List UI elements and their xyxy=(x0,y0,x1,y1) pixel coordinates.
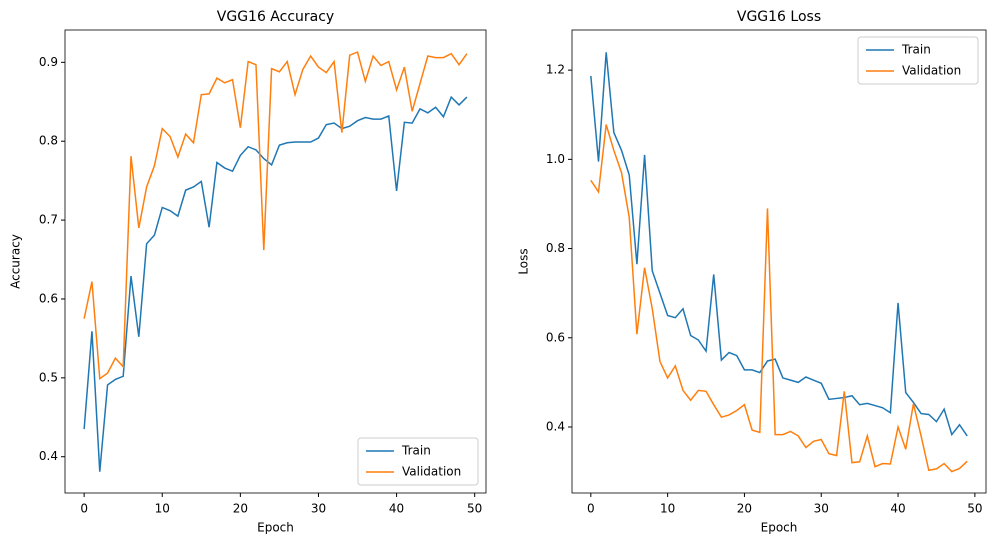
x-axis-label: Epoch xyxy=(761,521,798,535)
x-axis-label: Epoch xyxy=(257,521,294,535)
legend-label: Validation xyxy=(902,64,961,78)
legend: Train Validation xyxy=(857,36,979,85)
series-line xyxy=(590,52,968,437)
legend-label: Train xyxy=(901,43,931,57)
y-tick-label: 0.9 xyxy=(39,55,58,69)
legend-box xyxy=(357,437,479,486)
y-tick-label: 0.5 xyxy=(39,370,58,384)
chart-title: VGG16 Accuracy xyxy=(217,9,334,25)
y-tick-label: 0.6 xyxy=(546,330,565,344)
y-tick-label: 0.7 xyxy=(39,213,58,227)
x-tick-label: 40 xyxy=(890,502,905,516)
y-tick-label: 1.0 xyxy=(546,152,565,166)
y-axis-label: Loss xyxy=(517,248,531,274)
x-tick-label: 20 xyxy=(737,502,752,516)
x-tick-label: 50 xyxy=(967,502,982,516)
x-tick-label: 0 xyxy=(587,502,595,516)
x-tick-label: 10 xyxy=(155,502,170,516)
legend-label: Validation xyxy=(402,465,461,479)
x-tick-label: 40 xyxy=(389,502,404,516)
x-tick-label: 30 xyxy=(814,502,829,516)
axes-frame xyxy=(64,29,487,494)
y-tick-label: 0.4 xyxy=(546,419,565,433)
y-tick-label: 0.8 xyxy=(39,134,58,148)
y-axis-label: Accuracy xyxy=(9,234,23,289)
x-tick-label: 10 xyxy=(660,502,675,516)
legend-box xyxy=(857,36,979,85)
x-tick-label: 50 xyxy=(467,502,482,516)
x-tick-label: 0 xyxy=(80,502,88,516)
x-tick-label: 20 xyxy=(233,502,248,516)
y-tick-label: 1.2 xyxy=(546,63,565,77)
axes-frame xyxy=(571,29,987,494)
x-tick-label: 30 xyxy=(311,502,326,516)
series-line xyxy=(83,51,468,381)
legend-label: Train xyxy=(401,444,431,458)
series-line xyxy=(590,124,968,473)
y-tick-label: 0.8 xyxy=(546,241,565,255)
chart-title: VGG16 Loss xyxy=(737,9,821,25)
y-tick-label: 0.6 xyxy=(39,291,58,305)
y-tick-label: 0.4 xyxy=(39,449,58,463)
legend: Train Validation xyxy=(357,437,479,486)
series-line xyxy=(83,95,468,472)
